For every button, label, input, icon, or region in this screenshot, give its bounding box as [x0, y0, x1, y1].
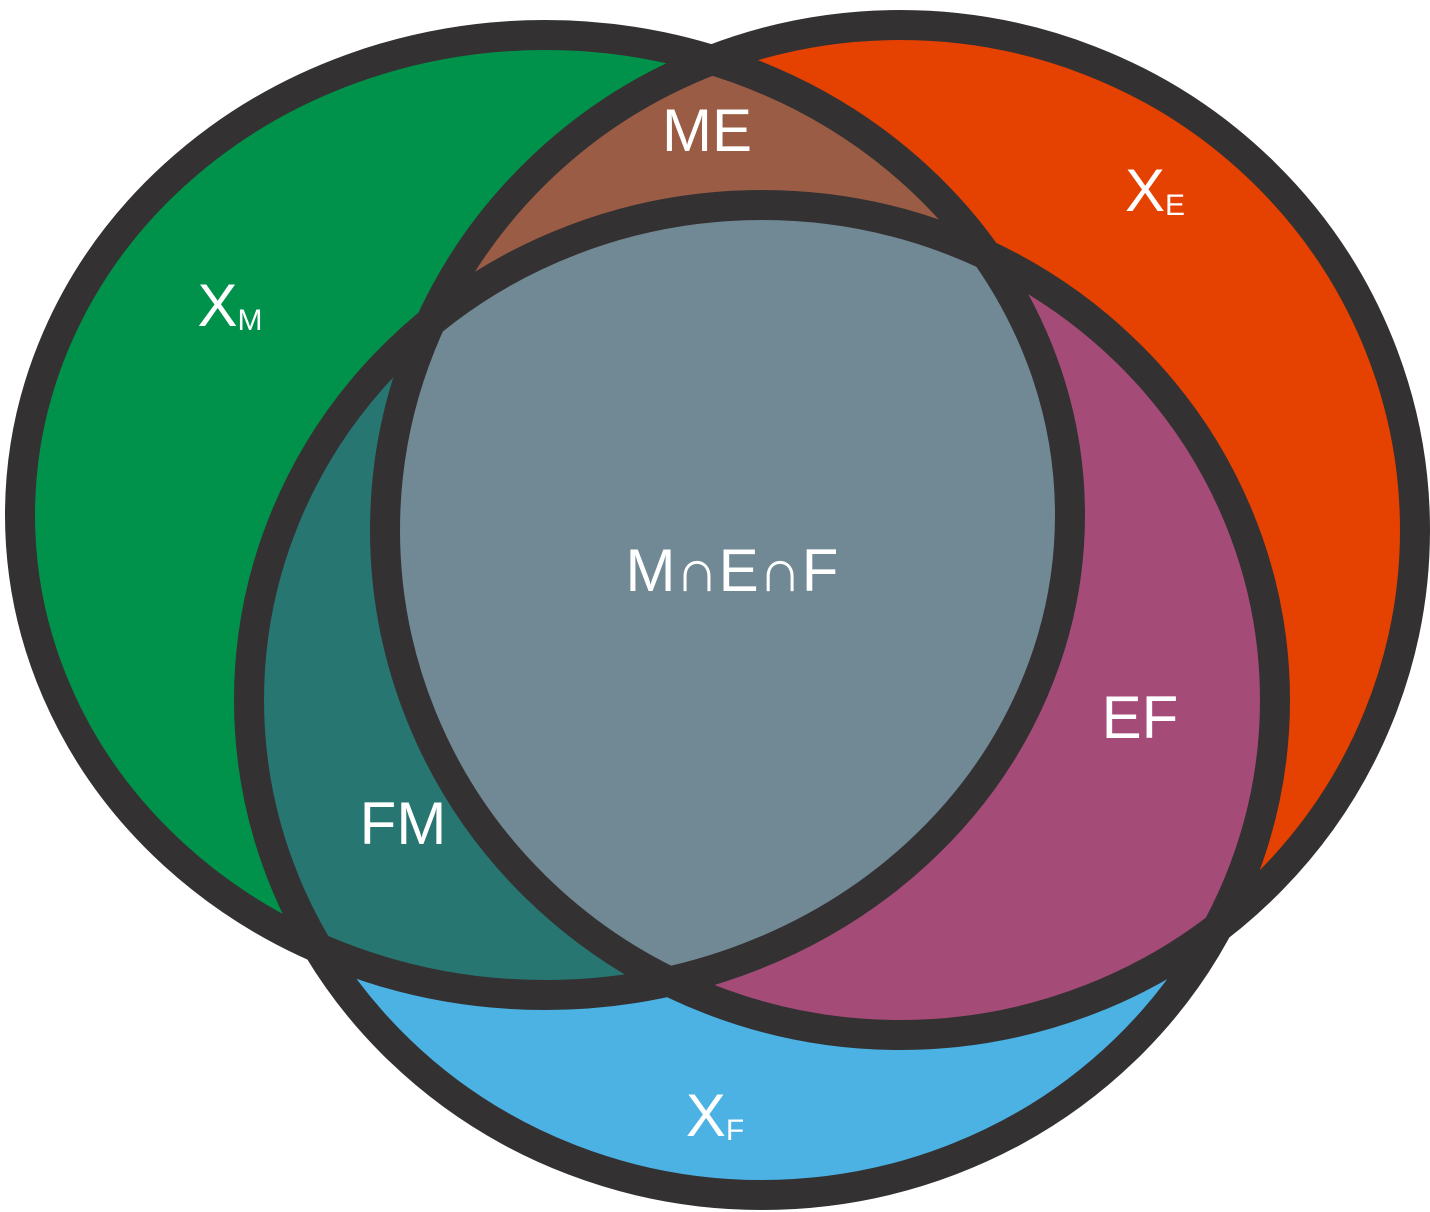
label-text: EF — [1102, 684, 1179, 751]
region-label: FM — [360, 790, 447, 857]
outline-f — [234, 190, 1290, 1210]
region-label: XF — [686, 1082, 744, 1149]
outlines — [5, 10, 1430, 1210]
outline-m — [5, 20, 1085, 1010]
region-label: XM — [197, 272, 262, 339]
fills — [20, 25, 1415, 1195]
label-text: ME — [662, 97, 752, 164]
region-label: M∩E∩F — [626, 537, 839, 604]
outline-e — [370, 10, 1430, 1050]
label-text: X — [686, 1082, 726, 1149]
label-subscript: F — [726, 1114, 744, 1147]
region-label: EF — [1102, 684, 1179, 751]
region-label: ME — [662, 97, 752, 164]
label-subscript: M — [238, 304, 263, 337]
label-text: FM — [360, 790, 447, 857]
label-text: M∩E∩F — [626, 537, 839, 604]
region-label: XE — [1125, 157, 1185, 224]
label-subscript: E — [1165, 189, 1185, 222]
label-text: X — [1125, 157, 1165, 224]
label-text: X — [197, 272, 237, 339]
